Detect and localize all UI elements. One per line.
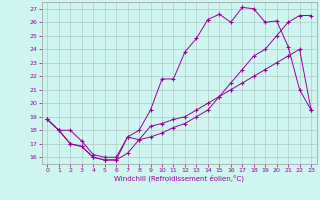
X-axis label: Windchill (Refroidissement éolien,°C): Windchill (Refroidissement éolien,°C) bbox=[114, 175, 244, 182]
